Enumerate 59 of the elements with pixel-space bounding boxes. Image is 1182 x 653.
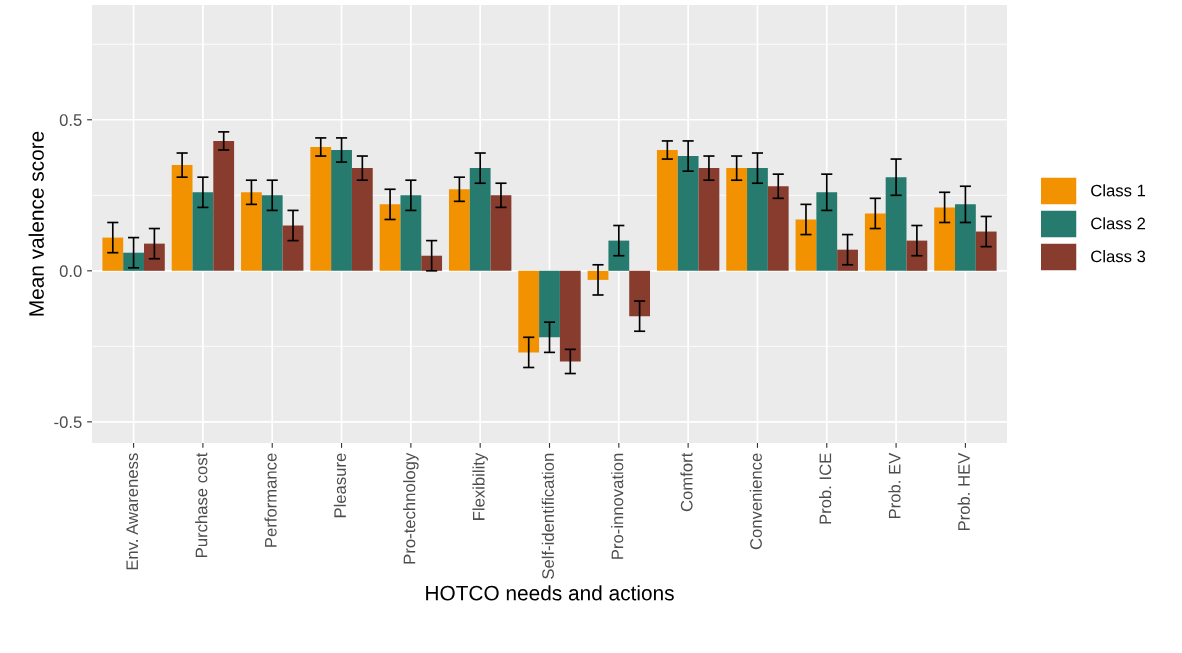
legend-label: Class 1 [1091, 184, 1146, 197]
bar [123, 252, 144, 271]
bar [213, 140, 235, 271]
bar [608, 240, 630, 271]
bar [539, 270, 560, 338]
x-tick-label: Comfort [680, 452, 693, 512]
bar [469, 168, 491, 271]
bar [421, 255, 443, 271]
bar [379, 204, 401, 271]
bar [698, 168, 720, 271]
bar [934, 207, 956, 271]
bar [261, 195, 283, 271]
bar [559, 270, 581, 362]
bar [975, 231, 997, 271]
bar [310, 146, 332, 271]
bar [656, 149, 678, 271]
x-tick-label: Prob. ICE [819, 453, 832, 524]
bar [747, 168, 768, 271]
y-axis-title: Mean valence score [28, 131, 44, 316]
bar [629, 270, 651, 317]
bar [143, 243, 165, 271]
bar [837, 249, 858, 271]
bar [102, 237, 124, 271]
bar [448, 189, 470, 271]
bar [241, 192, 262, 271]
x-tick-label: Prob. HEV [957, 452, 970, 531]
x-tick-label: Convenience [749, 453, 762, 550]
x-axis-title: HOTCO needs and actions [426, 585, 674, 601]
x-tick-label: Env. Awareness [126, 453, 139, 570]
bar [795, 219, 817, 271]
x-tick-label: Performance [264, 453, 277, 547]
bar [885, 177, 907, 271]
bar [906, 240, 928, 271]
x-tick-label: Pleasure [333, 453, 347, 518]
legend-label: Class 2 [1091, 217, 1146, 230]
bar [816, 192, 838, 271]
bar [400, 195, 422, 271]
y-tick-label: -0.5 [54, 416, 82, 429]
x-tick-label: Self-identification [541, 453, 554, 579]
bar [677, 156, 699, 271]
legend-label: Class 3 [1091, 250, 1146, 263]
bar [955, 204, 976, 271]
bar [282, 225, 304, 271]
bar [726, 168, 748, 271]
bar [351, 168, 373, 271]
bar [518, 270, 540, 353]
bar [171, 165, 193, 271]
bar [864, 213, 886, 271]
x-tick-label: Flexibility [472, 452, 488, 520]
y-tick-label: 0.5 [59, 114, 82, 126]
x-tick-label: Prob. EV [888, 452, 901, 519]
bar [192, 192, 214, 271]
x-tick-label: Pro-technology [403, 452, 419, 564]
bar [490, 195, 512, 271]
bar [767, 186, 789, 271]
x-tick-label: Purchase cost [195, 452, 208, 557]
x-tick-label: Pro-innovation [611, 453, 624, 559]
bar [331, 149, 352, 271]
y-tick-label: 0.0 [59, 265, 82, 278]
